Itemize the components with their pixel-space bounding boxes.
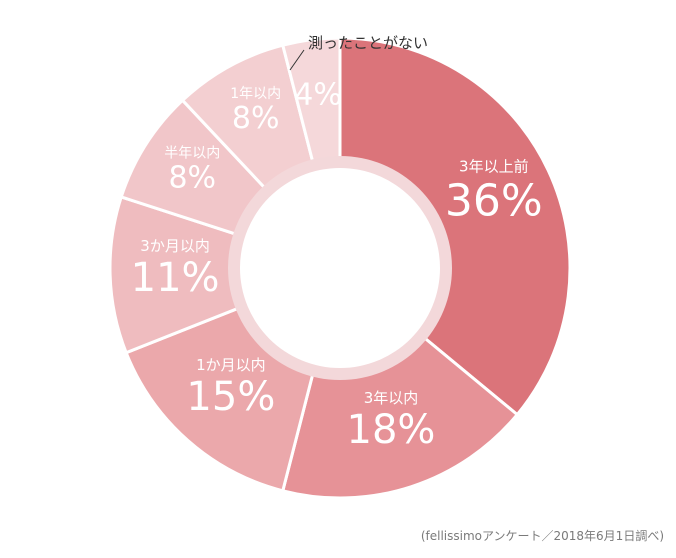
slice-label-5: 1年以内: [230, 86, 281, 102]
slice-value-1: 18%: [347, 407, 436, 453]
slice-value-6: 4%: [294, 77, 342, 112]
slice-value-2: 15%: [186, 374, 275, 420]
slice-value-4: 8%: [168, 161, 216, 196]
slice-labels: 3年以上前36%3年以内18%1か月以内15%3か月以内11%半年以内8%1年以…: [131, 77, 543, 453]
slice-label-4: 半年以内: [164, 146, 220, 162]
donut-slices: [108, 36, 572, 500]
slice-label-1: 3年以内: [364, 389, 419, 407]
slice-label-3: 3か月以内: [140, 237, 210, 255]
slice-value-5: 8%: [232, 101, 280, 136]
donut-hole: [240, 168, 440, 368]
slice-value-0: 36%: [445, 175, 543, 226]
slice-label-0: 3年以上前: [459, 157, 529, 175]
slice-value-3: 11%: [131, 255, 220, 301]
callout-line: [289, 49, 305, 71]
source-note: (fellissimoアンケート／2018年6月1日調べ): [420, 529, 664, 543]
callout-label-never-measured: 測ったことがない: [308, 34, 428, 52]
slice-label-2: 1か月以内: [196, 356, 266, 374]
